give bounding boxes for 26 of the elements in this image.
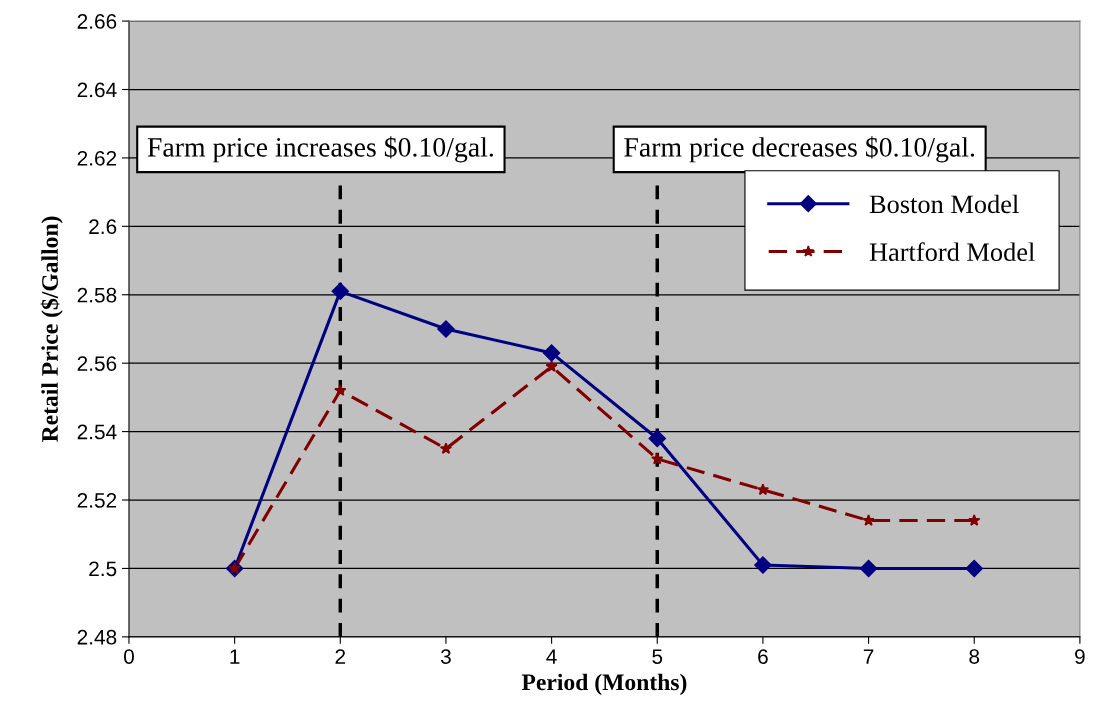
y-tick-label: 2.66 <box>77 14 117 29</box>
y-tick-label: 2.56 <box>77 356 117 371</box>
x-tick-label: 2 <box>335 649 346 664</box>
x-tick-label: 7 <box>863 649 874 664</box>
x-axis-title: Period (Months) <box>521 673 687 696</box>
x-tick-label: 8 <box>969 649 980 664</box>
y-tick-label: 2.48 <box>77 629 117 645</box>
y-tick-label: 2.62 <box>77 150 117 166</box>
y-tick-label: 2.52 <box>77 493 117 508</box>
x-tick-label: 9 <box>1075 649 1085 664</box>
ref-line-label: Farm price increases $0.10/gal. <box>147 136 493 163</box>
x-tick-label: 0 <box>124 649 134 664</box>
x-tick-label: 5 <box>652 649 663 664</box>
legend-label: Hartford Model <box>869 242 1035 262</box>
y-tick-label: 2.5 <box>89 561 117 577</box>
y-tick-label: 2.58 <box>77 287 117 303</box>
x-tick-label: 4 <box>546 649 557 664</box>
legend-label: Boston Model <box>869 194 1019 214</box>
y-tick-label: 2.54 <box>77 424 117 440</box>
x-tick-label: 1 <box>230 649 240 664</box>
y-tick-label: 2.6 <box>89 219 117 235</box>
ref-line-label: Farm price decreases $0.10/gal. <box>624 136 975 163</box>
x-tick-label: 3 <box>440 649 451 664</box>
x-tick-label: 6 <box>758 649 768 664</box>
y-tick-label: 2.64 <box>77 82 117 98</box>
y-axis-title: Retail Price ($/Gallon) <box>40 216 63 442</box>
